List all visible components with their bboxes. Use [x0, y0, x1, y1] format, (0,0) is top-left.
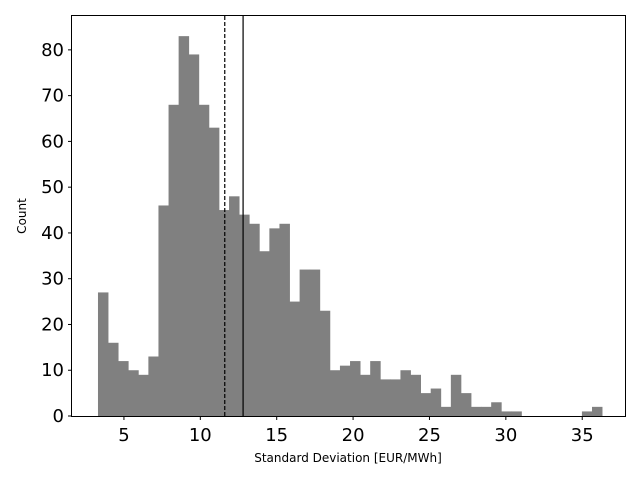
- x-tick-label: 35: [571, 425, 594, 446]
- x-tick-label: 30: [494, 425, 517, 446]
- histogram-bar: [299, 269, 311, 416]
- histogram-bar: [471, 406, 482, 416]
- histogram-bar: [208, 127, 220, 417]
- histogram-bar: [360, 374, 371, 416]
- histogram-bar: [158, 205, 169, 416]
- histogram-bar: [138, 374, 149, 416]
- y-axis-label: Count: [15, 198, 29, 234]
- histogram-bar: [309, 269, 321, 416]
- y-tick-label: 70: [41, 86, 64, 107]
- histogram-bar: [319, 310, 331, 416]
- histogram-bar: [410, 374, 421, 416]
- histogram-bar: [148, 356, 159, 416]
- histogram-bar: [460, 393, 472, 416]
- histogram-bar: [440, 406, 452, 416]
- histogram-bar: [450, 374, 462, 416]
- x-tick-label: 5: [118, 425, 129, 446]
- histogram-bar: [97, 292, 109, 416]
- histogram-bar: [269, 228, 280, 416]
- histogram-bar: [501, 411, 512, 416]
- histogram-bar: [239, 214, 250, 416]
- y-tick-label: 30: [41, 269, 64, 290]
- histogram-bar: [350, 361, 361, 416]
- histogram-bar: [108, 342, 119, 416]
- histogram-bar: [178, 36, 190, 416]
- histogram-bar: [259, 251, 270, 416]
- x-tick-label: 15: [265, 425, 288, 446]
- histogram-bar: [430, 388, 442, 416]
- histogram-bar: [168, 104, 180, 416]
- histogram-bar: [118, 361, 129, 416]
- y-axis-ticks: 0 10 20 30 40 50 60 70 80: [41, 40, 72, 427]
- plot-frame: [71, 15, 626, 417]
- histogram-bar: [188, 54, 200, 416]
- reference-lines: [224, 16, 244, 416]
- x-tick-label: 20: [342, 425, 365, 446]
- y-tick-label: 40: [41, 223, 64, 244]
- histogram-bar: [491, 402, 502, 416]
- x-tick-label: 25: [418, 425, 441, 446]
- histogram-bar: [581, 411, 593, 416]
- histogram-bar: [592, 406, 603, 416]
- histogram-bar: [390, 379, 401, 416]
- y-tick-label: 0: [53, 406, 64, 427]
- x-tick-label: 10: [189, 425, 212, 446]
- histogram-bar: [279, 223, 290, 416]
- y-tick-label: 50: [41, 177, 64, 198]
- histogram-bar: [370, 361, 381, 416]
- x-axis-label: Standard Deviation [EUR/MWh]: [254, 451, 442, 465]
- x-axis-ticks: 5 10 15 20 25 30 35: [118, 416, 594, 446]
- histogram-bar: [229, 196, 240, 416]
- y-tick-label: 60: [41, 131, 64, 152]
- histogram-bar: [128, 370, 139, 416]
- histogram-bar: [400, 370, 411, 416]
- histogram-bar: [198, 104, 210, 416]
- histogram-bar: [511, 411, 522, 416]
- histogram-bar: [329, 370, 341, 416]
- histogram-bar: [481, 406, 492, 416]
- y-tick-label: 20: [41, 314, 64, 335]
- histogram-bar: [249, 223, 260, 416]
- histogram-bars: [97, 36, 603, 417]
- y-tick-label: 80: [41, 40, 64, 61]
- histogram-bar: [339, 365, 351, 416]
- histogram-bar: [289, 301, 301, 416]
- histogram-bar: [420, 393, 432, 416]
- y-tick-label: 10: [41, 360, 64, 381]
- histogram-bar: [380, 379, 391, 416]
